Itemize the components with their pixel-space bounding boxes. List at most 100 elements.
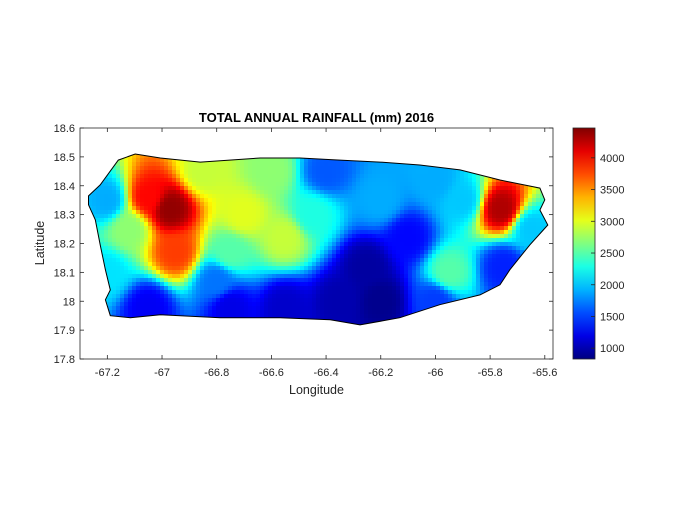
heat-cell [280,266,285,271]
heat-cell [176,266,181,271]
heat-cell [488,186,493,191]
heat-cell [444,278,449,283]
heat-cell [408,202,413,207]
heat-cell [272,258,277,263]
heat-cell [164,286,169,291]
heat-cell [488,198,493,203]
heat-cell [304,270,309,275]
heat-cell [152,258,157,263]
heat-cell [356,182,361,187]
heat-cell [160,198,165,203]
heat-cell [100,234,105,239]
heat-cell [228,250,233,255]
heat-cell [196,178,201,183]
heat-cell [184,286,189,291]
heat-cell [392,218,397,223]
heat-cell [252,250,257,255]
heat-cell [340,198,345,203]
heat-cell [252,214,257,219]
heat-cell [320,166,325,171]
heat-cell [180,286,185,291]
heat-cell [140,290,145,295]
heat-cell [312,218,317,223]
heat-cell [280,290,285,295]
heat-cell [368,254,373,259]
heat-cell [352,238,357,243]
heat-cell [228,310,233,315]
heat-cell [192,286,197,291]
heat-cell [224,218,229,223]
heat-cell [400,278,405,283]
heat-cell [116,230,121,235]
heat-cell [160,210,165,215]
heat-cell [324,230,329,235]
heat-cell [124,226,129,231]
heat-cell [328,298,333,303]
heat-cell [308,294,313,299]
heat-cell [260,194,265,199]
heat-cell [360,302,365,307]
heat-cell [380,218,385,223]
heat-cell [496,246,501,251]
heat-cell [376,162,381,167]
heat-cell [508,198,513,203]
heat-cell [472,202,477,207]
heat-cell [472,270,477,275]
heat-cell [344,310,349,315]
heat-cell [412,270,417,275]
heat-cell [516,214,521,219]
heat-cell [416,302,421,307]
heat-cell [184,274,189,279]
heat-cell [260,294,265,299]
heat-cell [136,262,141,267]
heat-cell [472,290,477,295]
heat-cell [196,250,201,255]
heat-cell [336,234,341,239]
heat-cell [316,254,321,259]
heat-cell [300,254,305,259]
heat-cell [220,214,225,219]
heat-cell [124,258,129,263]
heat-cell [280,258,285,263]
heat-cell [424,290,429,295]
heat-cell [280,282,285,287]
heat-cell [356,190,361,195]
heat-cell [224,306,229,311]
heat-cell [336,162,341,167]
heat-cell [216,306,221,311]
heat-cell [376,314,381,319]
heat-cell [280,170,285,175]
heat-cell [296,302,301,307]
heat-cell [428,290,433,295]
heat-cell [360,242,365,247]
heat-cell [376,286,381,291]
heat-cell [184,258,189,263]
heat-cell [148,242,153,247]
heat-cell [528,214,533,219]
heat-cell [408,218,413,223]
heat-cell [176,186,181,191]
heat-cell [260,302,265,307]
heat-cell [200,278,205,283]
heat-cell [520,246,525,251]
heat-cell [328,210,333,215]
heat-cell [236,230,241,235]
heat-cell [308,158,313,163]
heat-cell [344,214,349,219]
heat-cell [252,174,257,179]
heat-cell [300,278,305,283]
heat-cell [392,298,397,303]
heat-cell [228,230,233,235]
heat-cell [312,226,317,231]
heat-cell [252,258,257,263]
heat-cell [328,158,333,163]
heat-cell [336,190,341,195]
heat-cell [232,290,237,295]
heat-cell [136,218,141,223]
heat-cell [188,250,193,255]
heat-cell [480,186,485,191]
heat-cell [284,246,289,251]
heat-cell [260,230,265,235]
heat-cell [220,306,225,311]
heat-cell [332,170,337,175]
